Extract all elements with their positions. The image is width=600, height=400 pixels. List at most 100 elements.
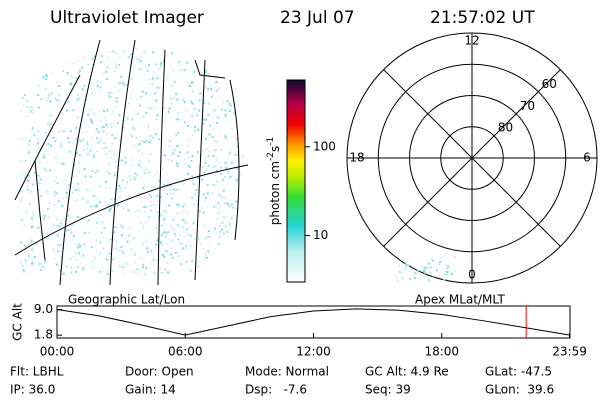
speckle	[106, 58, 109, 61]
speckle	[41, 105, 44, 108]
speckle	[66, 48, 69, 50]
speckle	[182, 98, 185, 101]
speckle	[144, 92, 147, 95]
speckle	[220, 269, 223, 272]
speckle	[41, 60, 44, 63]
speckle	[152, 137, 155, 140]
speckle	[108, 163, 111, 166]
speckle	[205, 118, 208, 121]
speckle	[232, 227, 235, 230]
speckle	[128, 174, 131, 177]
speckle	[53, 48, 56, 50]
speckle	[194, 126, 197, 129]
speckle	[22, 103, 25, 106]
speckle	[48, 114, 51, 117]
speckle	[233, 83, 236, 86]
speckle	[99, 185, 102, 188]
speckle	[229, 50, 232, 53]
speckle	[39, 70, 42, 73]
speckle	[122, 119, 125, 122]
speckle	[76, 98, 79, 101]
speckle	[170, 52, 173, 55]
speckle	[95, 250, 98, 253]
speckle	[215, 116, 218, 119]
polar-speckle	[430, 258, 433, 261]
speckle	[140, 166, 143, 169]
speckle	[183, 203, 186, 206]
speckle	[69, 54, 72, 57]
speckle	[68, 49, 71, 52]
speckle	[184, 152, 187, 155]
speckle	[233, 256, 236, 259]
speckle	[125, 107, 128, 110]
speckle	[177, 204, 180, 207]
speckle	[24, 259, 27, 262]
speckle	[236, 138, 239, 141]
speckle	[59, 100, 62, 103]
speckle	[149, 209, 152, 212]
speckle	[235, 69, 238, 72]
speckle	[52, 223, 55, 226]
speckle	[216, 140, 219, 143]
speckle	[236, 146, 239, 149]
speckle	[149, 139, 152, 142]
speckle	[205, 69, 208, 72]
speckle	[127, 234, 130, 237]
speckle	[149, 48, 152, 49]
speckle	[24, 245, 27, 248]
speckle	[235, 179, 238, 182]
speckle	[90, 205, 93, 208]
speckle	[125, 181, 128, 184]
speckle	[31, 127, 34, 130]
speckle	[150, 209, 153, 212]
speckle	[124, 186, 127, 189]
speckle	[235, 207, 238, 210]
speckle	[130, 118, 133, 121]
speckle	[239, 68, 242, 71]
speckle	[204, 253, 207, 256]
speckle	[35, 242, 38, 245]
speckle	[54, 140, 57, 143]
speckle	[109, 123, 112, 126]
speckle	[22, 170, 25, 173]
speckle	[128, 102, 131, 105]
speckle	[221, 71, 224, 74]
speckle	[73, 46, 75, 48]
speckle	[87, 219, 90, 222]
speckle	[31, 249, 34, 252]
speckle	[62, 162, 65, 165]
speckle	[138, 143, 141, 146]
speckle	[148, 170, 151, 173]
speckle	[146, 250, 149, 253]
speckle	[140, 140, 143, 143]
right-label: Apex MLat/MLT	[415, 293, 505, 307]
speckle	[99, 201, 102, 204]
speckle	[106, 66, 109, 69]
speckle	[143, 141, 146, 144]
speckle	[115, 240, 118, 243]
speckle	[55, 224, 58, 227]
speckle	[243, 207, 245, 210]
speckle	[145, 266, 148, 269]
speckle	[156, 253, 159, 256]
speckle	[59, 269, 62, 272]
polar-speckle	[452, 264, 455, 267]
speckle	[88, 126, 91, 129]
speckle	[23, 54, 26, 57]
speckle	[198, 60, 201, 63]
speckle	[29, 256, 32, 259]
speckle	[155, 63, 158, 66]
speckle	[39, 178, 42, 181]
speckle	[214, 262, 217, 265]
speckle	[194, 212, 197, 215]
speckle	[128, 168, 131, 171]
speckle	[102, 130, 105, 133]
speckle	[150, 195, 153, 198]
speckle	[71, 174, 74, 177]
speckle	[228, 223, 231, 226]
x-tick-label: 00:00	[40, 345, 75, 359]
speckle	[85, 130, 88, 133]
speckle	[177, 224, 180, 227]
speckle	[22, 138, 25, 141]
speckle	[145, 240, 148, 243]
